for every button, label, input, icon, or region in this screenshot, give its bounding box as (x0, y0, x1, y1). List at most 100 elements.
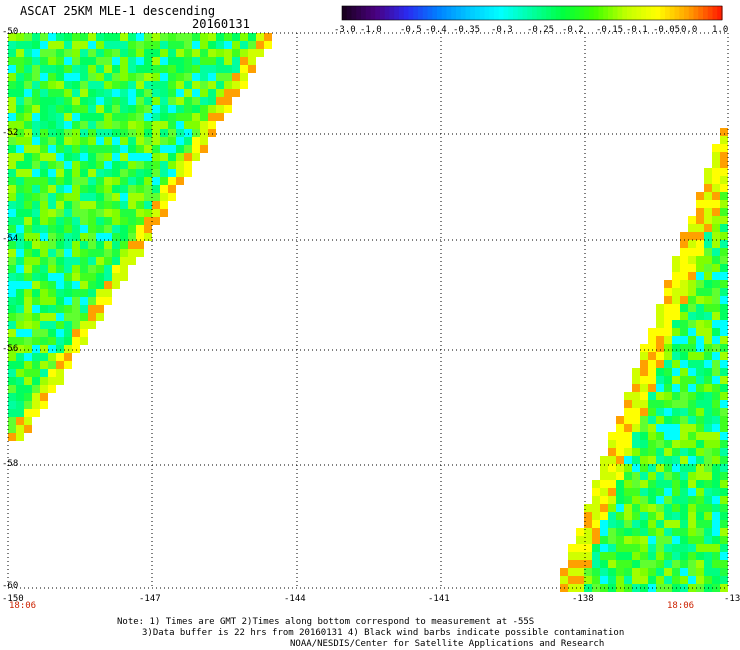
swath-cell (648, 576, 656, 584)
swath-cell (664, 432, 672, 440)
swath-cell (8, 297, 16, 305)
swath-cell (96, 241, 104, 249)
swath-cell (224, 97, 232, 105)
swath-cell (32, 169, 40, 177)
swath-cell (704, 472, 712, 480)
swath-cell (16, 425, 24, 433)
swath-cell (664, 360, 672, 368)
swath-cell (88, 41, 96, 49)
swath-cell (8, 129, 16, 137)
swath-cell (24, 361, 32, 369)
colorbar-swatch (617, 6, 623, 20)
swath-cell (8, 193, 16, 201)
swath-cell (56, 153, 64, 161)
swath-cell (664, 576, 672, 584)
colorbar-swatch (679, 6, 685, 20)
swath-cell (48, 241, 56, 249)
swath-cell (160, 89, 168, 97)
swath-cell (704, 184, 712, 192)
swath-cell (664, 528, 672, 536)
swath-cell (672, 544, 680, 552)
swath-cell (136, 145, 144, 153)
swath-cell (16, 121, 24, 129)
swath-cell (632, 504, 640, 512)
swath-cell (192, 121, 200, 129)
swath-cell (104, 153, 112, 161)
swath-cell (616, 568, 624, 576)
swath-cell (144, 225, 152, 233)
swath-cell (128, 145, 136, 153)
swath-cell (720, 456, 728, 464)
swath-cell (40, 321, 48, 329)
swath-cell (704, 432, 712, 440)
swath-cell (600, 552, 608, 560)
swath-cell (640, 496, 648, 504)
swath-cell (688, 552, 696, 560)
swath-cell (600, 576, 608, 584)
swath-cell (72, 105, 80, 113)
swath-cell (112, 121, 120, 129)
chart-title: ASCAT 25KM MLE-1 descending (20, 4, 216, 18)
swath-cell (688, 256, 696, 264)
lat-label: -54 (2, 234, 19, 244)
swath-cell (672, 528, 680, 536)
swath-cell (136, 137, 144, 145)
swath-cell (208, 41, 216, 49)
swath-cell (96, 33, 104, 41)
swath-cell (656, 384, 664, 392)
swath-cell (8, 161, 16, 169)
swath-cell (704, 248, 712, 256)
swath-cell (136, 49, 144, 57)
swath-cell (72, 65, 80, 73)
swath-cell (216, 57, 224, 65)
swath-cell (176, 121, 184, 129)
swath-cell (64, 73, 72, 81)
swath-cell (704, 368, 712, 376)
swath-cell (56, 113, 64, 121)
swath-cell (112, 57, 120, 65)
swath-cell (704, 312, 712, 320)
swath-cell (8, 137, 16, 145)
swath-cell (688, 432, 696, 440)
swath-cell (120, 265, 128, 273)
swath-cell (712, 408, 720, 416)
swath-cell (696, 512, 704, 520)
swath-cell (688, 272, 696, 280)
swath-cell (128, 49, 136, 57)
swath-cell (80, 209, 88, 217)
swath-cell (656, 552, 664, 560)
swath-cell (48, 33, 56, 41)
swath-cell (16, 273, 24, 281)
swath-cell (8, 377, 16, 385)
swath-cell (688, 480, 696, 488)
swath-cell (16, 417, 24, 425)
swath-cell (600, 512, 608, 520)
swath-cell (624, 392, 632, 400)
swath-cell (96, 113, 104, 121)
swath-cell (152, 193, 160, 201)
swath-cell (16, 97, 24, 105)
swath-cell (696, 392, 704, 400)
swath-cell (32, 249, 40, 257)
swath-cell (40, 105, 48, 113)
swath-cell (648, 544, 656, 552)
swath-cell (8, 169, 16, 177)
swath-cell (56, 329, 64, 337)
swath-cell (56, 137, 64, 145)
swath-cell (8, 89, 16, 97)
swath-cell (88, 241, 96, 249)
swath-cell (64, 169, 72, 177)
swath-cell (680, 352, 688, 360)
swath-cell (112, 257, 120, 265)
swath-cell (720, 464, 728, 472)
swath-cell (144, 209, 152, 217)
swath-cell (712, 440, 720, 448)
swath-cell (608, 528, 616, 536)
swath-cell (112, 113, 120, 121)
swath-cell (576, 544, 584, 552)
swath-cell (176, 49, 184, 57)
swath-cell (712, 504, 720, 512)
swath-cell (16, 313, 24, 321)
swath-cell (680, 384, 688, 392)
swath-cell (648, 432, 656, 440)
